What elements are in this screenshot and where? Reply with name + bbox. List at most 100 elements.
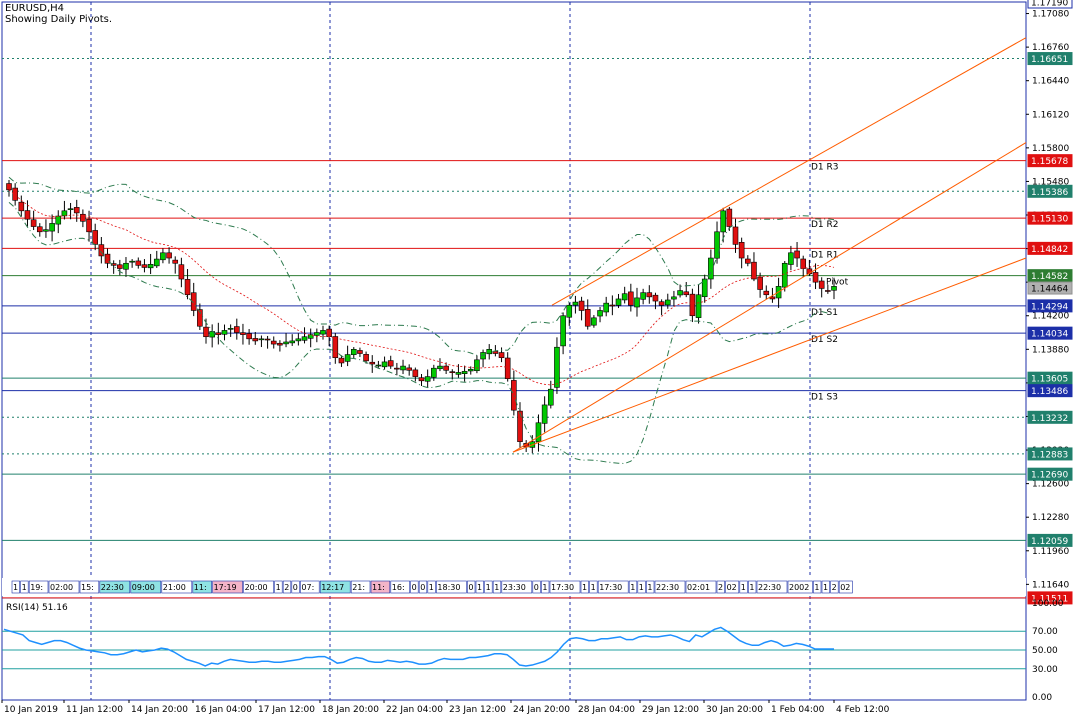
time-strip-label: 1 [22,583,27,592]
candle-body [763,290,770,296]
time-strip-label: 02:00 [50,583,73,592]
time-strip-label: 19: [30,583,43,592]
time-strip-cell [243,580,274,594]
time-strip-cell [637,580,646,594]
time-strip-cell [192,580,212,594]
candle-body [129,260,135,263]
time-strip-label: 02 [727,583,737,592]
time-strip-cell [787,580,813,594]
time-strip-label: 1 [647,583,652,592]
time-strip-cell [300,580,320,594]
time-strip-label: 1 [276,583,281,592]
candle-body [794,250,800,259]
candle-body [431,367,437,378]
price-tag [1027,299,1073,313]
candle-body [18,201,25,212]
candle-body [547,388,554,406]
candle-body [104,253,111,264]
rsi-axis-label: 0.00 [1032,693,1052,703]
time-strip-cell [589,580,598,594]
candle-body [584,309,591,327]
candle-body [615,298,622,306]
time-strip-label: 22:30 [101,583,124,592]
time-strip-cell [436,580,467,594]
time-strip-label: 17:19 [214,583,237,592]
price-tag-label: 1.14294 [1031,302,1068,312]
time-strip-label: 21: [352,583,365,592]
pivot-level-label: D1 S3 [811,393,838,403]
time-strip-label: 2 [284,583,289,592]
rsi-axis-label: 100.00 [1032,599,1064,609]
candle-body [825,290,831,292]
time-strip-cell [597,580,629,594]
pivot-level-label: D1 R2 [811,220,839,230]
candle-body [246,333,252,340]
candle-body [270,340,277,345]
candle-body [289,340,296,344]
time-strip-cell [725,580,740,594]
time-strip-label: 18:30 [437,583,460,592]
time-strip-label: 17:30 [551,583,574,592]
time-strip-label: 16: [392,583,405,592]
candle-body [597,310,603,317]
price-tag [1027,52,1073,66]
candle-body [738,242,745,259]
time-strip-cell [282,580,292,594]
time-strip-cell [319,580,351,594]
time-axis-label: 28 Jan 04:00 [578,705,635,715]
candle-body [708,257,714,280]
candle-body [683,291,690,296]
price-tag [1027,154,1073,168]
time-strip-label: 09:00 [132,583,155,592]
time-strip-cell [28,580,49,594]
price-tag-label: 1.15130 [1031,215,1068,225]
time-strip-cell [410,580,419,594]
bollinger-lower-band [8,202,835,465]
pivot-level-label: Pivot [826,278,849,288]
candle-body [6,183,12,191]
candle-body [277,342,283,346]
candle-body [326,328,332,338]
time-strip-label: 1 [639,583,644,592]
time-strip-cell [11,580,20,594]
time-strip-cell [99,580,131,594]
price-axis-label: 1.16760 [1032,43,1069,53]
price-tag [1027,447,1073,461]
candle-body [498,352,505,359]
candle-body [517,410,523,442]
time-strip-label: 07: [301,583,314,592]
time-strip-cell [628,580,638,594]
price-tag-label: 1.11511 [1031,594,1068,604]
price-tag [1027,467,1073,481]
time-strip-cell [830,580,839,594]
candle-body [178,264,185,280]
candle-body [24,210,31,220]
bollinger-upper-band [8,176,835,356]
time-strip-label: 1 [542,583,547,592]
time-axis-label: 10 Jan 2019 [4,705,58,715]
candle-body [751,261,757,280]
time-strip-cell [20,580,29,594]
time-strip-cell [274,580,283,594]
price-axis-label: 1.11960 [1032,547,1069,557]
time-strip-cell [756,580,788,594]
candle-body [455,372,462,375]
time-strip-label: 15: [81,583,94,592]
candle-body [166,252,172,259]
candle-body [283,341,289,345]
time-strip-label: 2002 [789,583,809,592]
candle-body [566,304,573,318]
time-strip-label: 0 [412,583,417,592]
candle-body [701,278,708,298]
time-axis-label: 30 Jan 20:00 [706,705,763,715]
time-strip-label: 1 [814,583,819,592]
candle-body [461,371,468,375]
time-strip-cell [467,580,476,594]
candle-body [658,301,665,306]
candle-body [252,338,259,342]
candle-body [800,258,807,269]
candle-body [511,380,517,411]
candle-body [49,223,55,232]
price-axis-label: 1.13880 [1032,345,1069,355]
